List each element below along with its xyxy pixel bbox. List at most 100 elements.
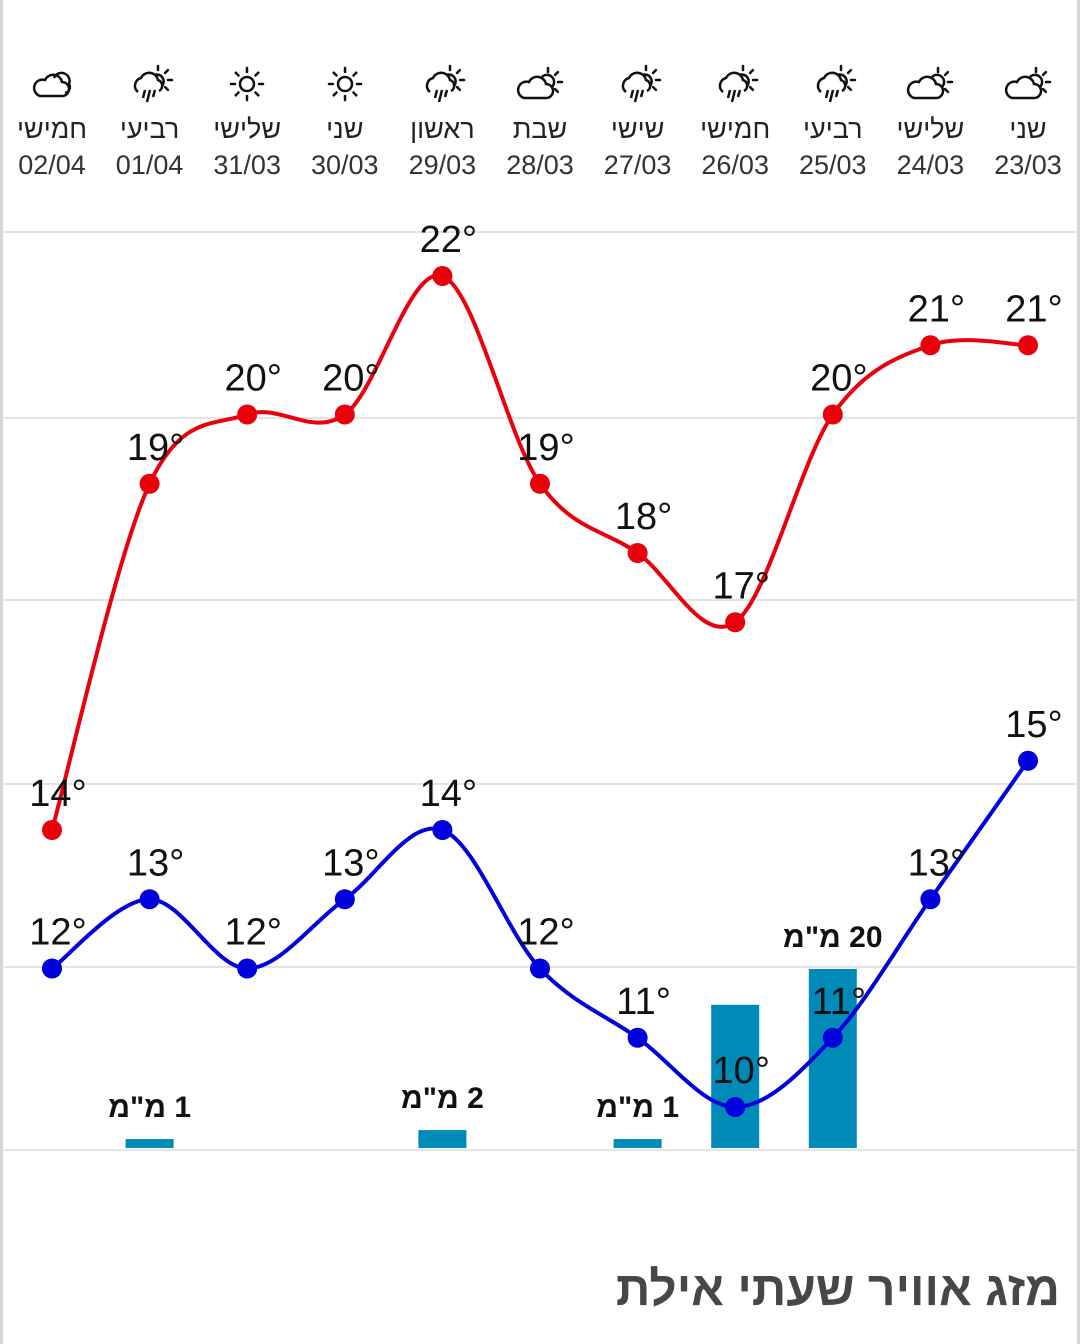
day-date: 29/03: [408, 150, 477, 180]
high-temp-point: [530, 473, 550, 494]
high-temp-label: 14°: [29, 773, 86, 815]
day-date: 26/03: [701, 150, 769, 180]
low-temp-label: 13°: [322, 842, 379, 884]
low-temp-label: 13°: [908, 842, 965, 884]
low-temp-point: [822, 1027, 843, 1048]
page-title: מזג אוויר שעתי אילת: [615, 1263, 1060, 1316]
low-temp-label: 11°: [811, 981, 866, 1023]
partly-cloudy-icon: [1004, 66, 1052, 100]
right-edge: [1077, 0, 1080, 1344]
low-temp-label: 12°: [224, 912, 281, 954]
low-temp-label: 12°: [517, 912, 574, 954]
high-temp-point: [1018, 335, 1038, 356]
low-temp-point: [1018, 750, 1038, 771]
high-temp-point: [725, 612, 746, 633]
high-temp-line: [50, 273, 1029, 831]
sunny-icon: [327, 66, 363, 102]
day-date: 28/03: [506, 150, 574, 180]
day-name: חמישי: [700, 114, 771, 144]
day-date: 31/03: [213, 150, 281, 180]
day-name: שני: [1009, 114, 1047, 144]
day-date: 30/03: [311, 150, 379, 180]
high-temp-label: 22°: [420, 219, 477, 261]
high-temp-label: 20°: [224, 358, 281, 400]
low-temp-point: [920, 889, 941, 910]
day-name: שלישי: [896, 114, 965, 144]
high-temp-label: 21°: [908, 288, 965, 330]
rain-sun-icon: [426, 64, 466, 103]
day-date: 01/04: [115, 150, 184, 180]
day-date: 23/03: [994, 150, 1062, 180]
day-column: שלישי 31/03: [199, 60, 295, 184]
high-temp-point: [822, 404, 843, 425]
day-column: רביעי 01/04: [102, 60, 198, 184]
day-column: שלישי 24/03: [882, 60, 978, 184]
cloudy-icon: [32, 71, 72, 98]
low-temp-label: 11°: [616, 981, 671, 1023]
low-temp-label: 14°: [420, 773, 477, 815]
day-column: שבת 28/03: [492, 60, 588, 184]
low-temp-point: [627, 1027, 648, 1048]
day-date: 24/03: [896, 150, 965, 180]
precip-bar: [808, 969, 857, 1148]
day-column: שני 23/03: [980, 60, 1076, 184]
low-temp-label: 10°: [712, 1050, 769, 1092]
day-column: חמישי 26/03: [687, 60, 783, 184]
high-temp-label: 18°: [615, 496, 672, 538]
low-temp-point: [139, 889, 160, 910]
day-name: חמישי: [16, 114, 88, 144]
precip-label: 2 מ"מ: [401, 1082, 484, 1115]
day-column: שני 30/03: [297, 60, 393, 184]
low-temp-label: 15°: [1005, 704, 1062, 746]
rain-sun-icon: [133, 64, 173, 103]
precip-bar: [711, 1004, 760, 1148]
day-name: ראשון: [410, 114, 475, 144]
day-name: שישי: [610, 114, 665, 144]
day-name: רביעי: [119, 114, 180, 144]
high-temp-point: [432, 266, 453, 286]
high-temp-label: 17°: [712, 565, 769, 607]
high-temp-label: 19°: [127, 427, 184, 469]
high-temp-point: [334, 404, 355, 425]
high-temp-label: 20°: [810, 358, 867, 400]
partly-cloudy-icon: [516, 66, 564, 100]
precip-bar: [613, 1139, 662, 1148]
day-name: שבת: [512, 114, 568, 144]
day-name: שני: [326, 114, 364, 144]
day-name: שלישי: [213, 114, 282, 144]
day-name: רביעי: [803, 114, 863, 144]
day-column: ראשון 29/03: [394, 60, 490, 184]
precip-bar: [418, 1130, 467, 1148]
low-temp-point: [334, 889, 355, 910]
sunny-icon: [229, 66, 265, 102]
high-temp-point: [920, 335, 941, 356]
precip-bar: [125, 1139, 174, 1148]
low-temp-point: [432, 820, 453, 840]
day-column: רביעי 25/03: [785, 60, 881, 184]
rain-sun-icon: [816, 64, 857, 103]
precip-label: 20 מ"מ: [783, 921, 883, 954]
low-temp-point: [237, 958, 258, 979]
high-temp-label: 20°: [322, 358, 379, 400]
day-date: 02/04: [18, 150, 86, 180]
day-column: שישי 27/03: [590, 60, 686, 184]
rain-sun-icon: [718, 64, 759, 103]
high-temp-point: [139, 473, 160, 494]
low-temp-label: 12°: [29, 912, 86, 954]
precip-label: 1 מ"מ: [596, 1091, 679, 1124]
low-temp-point: [530, 958, 550, 979]
day-date: 25/03: [799, 150, 867, 180]
left-edge: [0, 0, 3, 1344]
day-column: חמישי 02/04: [4, 60, 100, 184]
rain-sun-icon: [621, 64, 661, 103]
low-temp-point: [42, 958, 62, 979]
low-temp-point: [725, 1097, 746, 1117]
partly-cloudy-icon: [907, 66, 954, 100]
high-temp-point: [42, 820, 62, 840]
high-temp-point: [237, 404, 258, 425]
day-date: 27/03: [603, 150, 672, 180]
high-temp-point: [627, 543, 648, 563]
precip-label: 1 מ"מ: [108, 1091, 191, 1124]
high-temp-label: 21°: [1005, 288, 1062, 330]
